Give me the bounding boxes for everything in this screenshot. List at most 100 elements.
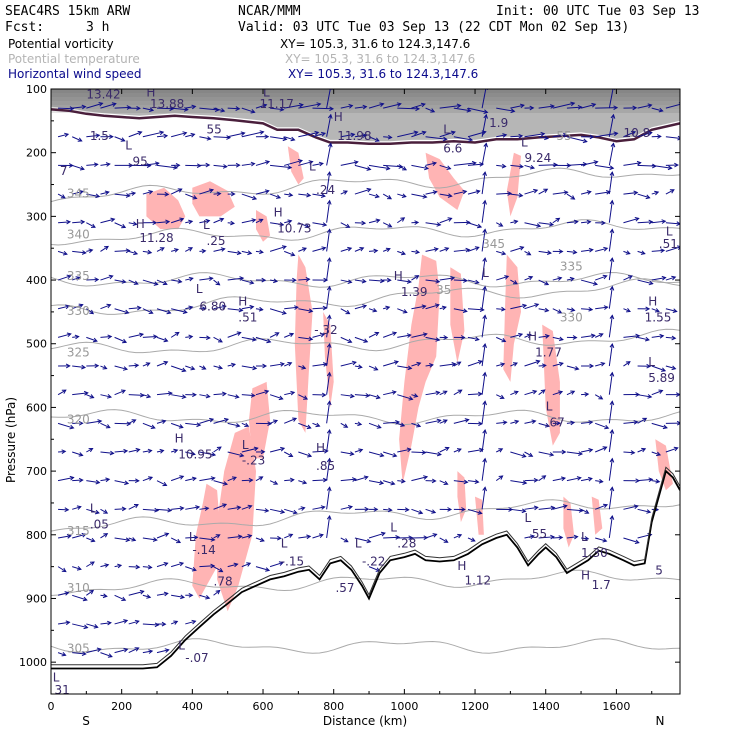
wind-arrow-shaft — [595, 537, 607, 542]
wind-arrow-head — [302, 247, 307, 252]
wind-arrow-head — [109, 450, 115, 456]
wind-arrow-head — [307, 453, 313, 458]
wind-arrow-shaft — [566, 221, 578, 224]
wind-arrow-shaft — [552, 477, 566, 482]
wind-arrow-head — [107, 653, 113, 658]
wind-arrow-head — [514, 419, 520, 425]
wind-arrow-head — [93, 624, 99, 629]
pv-strong-layer — [51, 89, 680, 146]
wind-arrow-shaft — [623, 335, 640, 338]
wind-arrow-head — [513, 280, 518, 285]
extremum-label: 11.17 — [259, 97, 293, 111]
wind-arrow-shaft — [425, 222, 441, 226]
wind-arrow-head — [259, 249, 264, 255]
wind-arrow-head — [429, 363, 434, 368]
wind-arrow-head — [528, 452, 534, 457]
wind-arrow-shaft — [255, 476, 263, 482]
wind-arrow-head — [584, 536, 590, 541]
wind-arrow-shaft — [453, 480, 468, 483]
wind-arrow-head — [236, 505, 242, 511]
wind-arrow-head — [418, 509, 424, 515]
wind-arrow-head — [645, 306, 651, 312]
wind-arrow-shaft — [496, 275, 509, 281]
wind-arrow-head — [190, 365, 196, 371]
wind-arrow-head — [173, 248, 180, 253]
wind-arrow-shaft — [354, 365, 362, 368]
wind-arrow-head — [609, 314, 615, 320]
wind-arrow-shaft — [425, 364, 434, 367]
wind-arrow-shaft — [510, 362, 518, 367]
wind-arrow-shaft — [467, 480, 479, 483]
wind-arrow-shaft — [580, 449, 593, 453]
wind-arrow-shaft — [566, 451, 583, 455]
wind-arrow-head — [306, 424, 312, 430]
wind-arrow-head — [573, 219, 579, 225]
wind-arrow-shaft — [86, 278, 99, 281]
wind-arrow-shaft — [608, 343, 613, 367]
wind-arrow-shaft — [57, 333, 71, 338]
wind-arrow-head — [513, 390, 519, 395]
wind-arrow-head — [326, 314, 332, 320]
wind-arrow-shaft — [467, 448, 483, 453]
extremum-label: L — [581, 530, 588, 544]
wind-arrow-head — [447, 217, 453, 222]
wind-arrow-shaft — [156, 336, 168, 342]
wind-arrow-head — [443, 480, 449, 485]
wind-arrow-shaft — [397, 193, 406, 198]
wind-arrow-shaft — [368, 451, 384, 457]
wind-arrow-head — [147, 564, 153, 570]
wind-arrow-head — [83, 390, 89, 396]
wind-arrow-shaft — [552, 134, 568, 138]
wind-arrow-head — [569, 276, 575, 282]
extremum-label: 1.30 — [581, 546, 608, 560]
wind-arrow-shaft — [397, 334, 411, 338]
wind-arrow-shaft — [340, 279, 352, 283]
wind-arrow-head — [152, 537, 158, 542]
wind-arrow-head — [483, 113, 488, 119]
wind-arrow-head — [247, 504, 253, 510]
wind-arrow-shaft — [156, 247, 165, 252]
wind-arrow-shaft — [637, 193, 650, 199]
wind-arrow-shaft — [312, 363, 327, 367]
wind-arrow-shaft — [595, 107, 618, 109]
wind-arrow-head — [167, 507, 173, 513]
wind-arrow-shaft — [156, 592, 168, 596]
wind-arrow-shaft — [171, 507, 184, 510]
wind-arrow-shaft — [156, 420, 166, 424]
wind-arrow-head — [153, 281, 159, 286]
wind-arrow-head — [64, 132, 70, 138]
wind-arrow-head — [570, 307, 576, 312]
wind-arrow-head — [278, 395, 284, 401]
wind-arrow-shaft — [213, 534, 220, 539]
extremum-label: -.15 — [281, 554, 304, 568]
wind-arrow-head — [105, 424, 111, 429]
wind-arrow-head — [477, 360, 483, 365]
wind-arrow-shaft — [510, 104, 525, 109]
theta-label: 330 — [560, 310, 583, 324]
extremum-label: L — [521, 135, 528, 149]
wind-arrow-shaft — [170, 331, 180, 338]
wind-arrow-head — [395, 535, 401, 540]
wind-arrow-shaft — [383, 421, 399, 424]
wind-arrow-shaft — [156, 221, 170, 224]
wind-arrow-head — [210, 563, 216, 569]
wind-arrow-head — [433, 247, 439, 252]
wind-arrow-shaft — [397, 394, 413, 400]
wind-arrow-shaft — [156, 107, 174, 110]
wind-arrow-shaft — [524, 189, 538, 195]
wind-arrow-shaft — [72, 479, 83, 482]
wind-arrow-shaft — [72, 250, 86, 254]
theta-label: 315 — [67, 524, 90, 538]
wind-arrow-shaft — [425, 107, 435, 113]
wind-arrow-shaft — [481, 372, 486, 395]
wind-arrow-shaft — [453, 308, 467, 312]
wind-arrow-head — [74, 334, 80, 340]
wind-arrow-shaft — [495, 475, 503, 482]
wind-arrow-head — [533, 477, 539, 483]
center-title: NCAR/MMM — [238, 4, 301, 19]
wind-arrow-shaft — [439, 537, 448, 543]
wind-arrow-shaft — [453, 279, 467, 282]
wind-arrow-shaft — [114, 250, 130, 252]
wind-arrow-head — [81, 651, 87, 657]
wind-arrow-shaft — [241, 479, 253, 482]
